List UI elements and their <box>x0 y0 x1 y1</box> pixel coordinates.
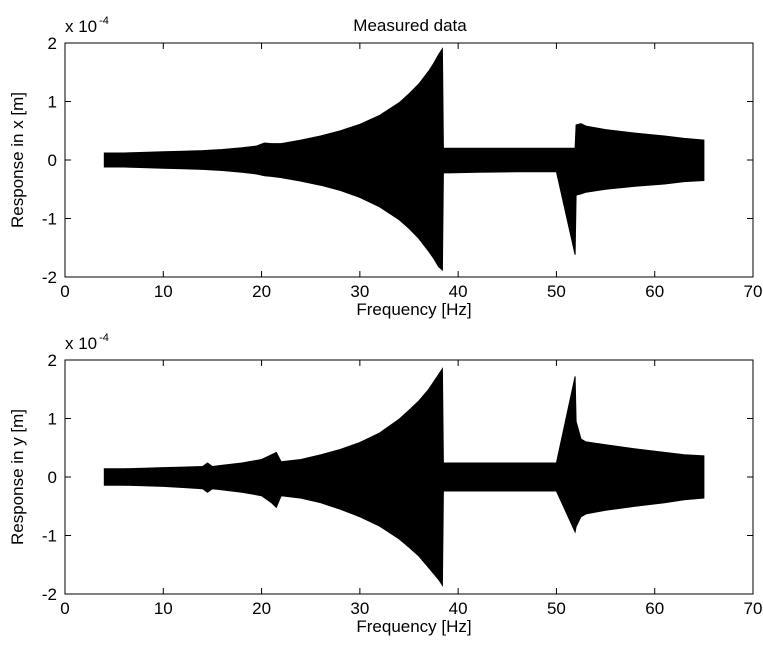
y-tick-label: 2 <box>48 34 57 53</box>
x-tick-label: 40 <box>449 282 468 301</box>
y-multiplier-label: x 10 -4 <box>65 15 109 36</box>
x-tick-label: 50 <box>547 599 566 618</box>
x-tick-label: 70 <box>744 282 763 301</box>
x-tick-label: 30 <box>350 599 369 618</box>
x-tick-label: 10 <box>154 282 173 301</box>
x-tick-label: 50 <box>547 282 566 301</box>
response-envelope-series-0 <box>103 47 705 272</box>
y-tick-label: 1 <box>48 93 57 112</box>
y-axis-label: Response in x [m] <box>8 92 27 228</box>
x-axis-label: Frequency [Hz] <box>356 617 471 636</box>
x-tick-label: 70 <box>744 599 763 618</box>
x-tick-label: 20 <box>252 282 271 301</box>
y-tick-label: 2 <box>48 351 57 370</box>
y-axis-label: Response in y [m] <box>8 409 27 545</box>
y-tick-label: -2 <box>42 268 57 287</box>
y-multiplier-label: x 10 -4 <box>65 332 109 353</box>
subplot-y-response: 0 10 20 30 40 50 60 70 -2 -1 0 1 2 Frequency [Hz] Resp… <box>8 332 762 636</box>
response-envelope-series-0 <box>103 367 705 587</box>
x-axis-label: Frequency [Hz] <box>356 300 471 319</box>
figure-title: Measured data <box>353 16 467 35</box>
y-tick-label: -1 <box>42 527 57 546</box>
x-tick-label: 0 <box>60 282 69 301</box>
y-tick-label: 0 <box>48 468 57 487</box>
x-tick-label: 30 <box>350 282 369 301</box>
x-tick-label: 0 <box>60 599 69 618</box>
x-tick-label: 60 <box>645 599 664 618</box>
x-tick-label: 60 <box>645 282 664 301</box>
x-tick-label: 20 <box>252 599 271 618</box>
y-tick-label: -1 <box>42 210 57 229</box>
subplot-x-response: 0 10 20 30 40 50 60 70 -2 -1 0 1 2 Frequency [Hz] Resp… <box>8 15 762 319</box>
y-tick-label: -2 <box>42 585 57 604</box>
y-tick-label: 1 <box>48 410 57 429</box>
y-tick-label: 0 <box>48 151 57 170</box>
x-tick-label: 10 <box>154 599 173 618</box>
x-tick-label: 40 <box>449 599 468 618</box>
